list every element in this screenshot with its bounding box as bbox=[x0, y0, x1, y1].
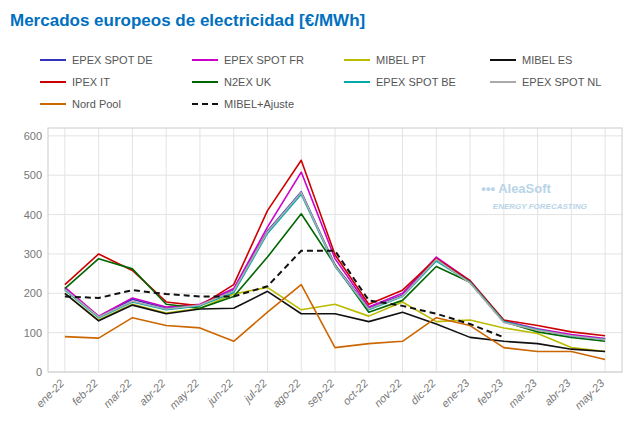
legend-swatch bbox=[490, 59, 516, 61]
grid-line-x bbox=[267, 128, 268, 372]
legend-label: Nord Pool bbox=[72, 98, 121, 110]
y-tick-label: 100 bbox=[24, 327, 42, 339]
legend: EPEX SPOT DE EPEX SPOT FR MIBEL PT MIBEL ES… bbox=[40, 54, 601, 110]
lines bbox=[65, 160, 605, 359]
x-tick-label: feb-23 bbox=[475, 376, 506, 407]
x-tick-label: feb-22 bbox=[70, 377, 101, 408]
y-tick-label: 500 bbox=[24, 169, 42, 181]
title: Mercados europeos de electricidad [€/MWh… bbox=[10, 11, 365, 30]
x-tick-label: mar-23 bbox=[506, 376, 540, 410]
grid-line-x bbox=[98, 128, 99, 372]
series-line bbox=[65, 214, 605, 342]
legend-label: IPEX IT bbox=[72, 76, 110, 88]
series-line bbox=[65, 287, 605, 351]
grid-line-x bbox=[233, 128, 234, 372]
grid-line-x bbox=[166, 128, 167, 372]
legend-label: N2EX UK bbox=[224, 76, 272, 88]
legend-label: MIBEL PT bbox=[376, 54, 426, 66]
legend-label: EPEX SPOT DE bbox=[72, 54, 153, 66]
series-line bbox=[65, 160, 605, 336]
legend-swatch bbox=[192, 81, 218, 83]
x-tick-label: jul-22 bbox=[240, 377, 269, 406]
x-tick-label: jun-22 bbox=[204, 377, 236, 409]
series-line bbox=[65, 285, 605, 360]
grid-line-x bbox=[132, 128, 133, 372]
x-tick-label: mar-22 bbox=[101, 377, 134, 410]
x-tick-label: may-23 bbox=[572, 376, 607, 411]
series-line bbox=[65, 251, 504, 338]
y-tick-label: 0 bbox=[36, 366, 42, 378]
y-tick-label: 200 bbox=[24, 287, 42, 299]
legend-swatch bbox=[344, 81, 370, 83]
x-tick-label: sep-22 bbox=[304, 377, 336, 409]
legend-label: MIBEL+Ajuste bbox=[224, 98, 294, 110]
chart: Mercados europeos de electricidad [€/MWh… bbox=[0, 0, 640, 444]
grid-line-x bbox=[503, 128, 504, 372]
series-line bbox=[65, 192, 605, 340]
x-tick-label: oct-22 bbox=[340, 377, 370, 407]
x-tick-label: dic-22 bbox=[408, 377, 438, 407]
legend-swatch bbox=[40, 59, 66, 61]
legend-label: MIBEL ES bbox=[522, 54, 572, 66]
legend-swatch bbox=[344, 59, 370, 61]
grid-line-x bbox=[402, 128, 403, 372]
grid-line-x bbox=[470, 128, 471, 372]
x-tick-label: abr-22 bbox=[137, 377, 168, 408]
y-tick-label: 600 bbox=[24, 130, 42, 142]
series-line bbox=[65, 193, 605, 340]
y-tick-label: 300 bbox=[24, 248, 42, 260]
plot-frame bbox=[48, 128, 622, 372]
grid-line-x bbox=[537, 128, 538, 372]
legend-swatch bbox=[192, 103, 218, 105]
y-tick-label: 400 bbox=[24, 209, 42, 221]
y-axis: 0 100 200 300 400 500 600 bbox=[24, 130, 42, 378]
x-tick-label: abr-23 bbox=[542, 376, 573, 407]
annotation: ENERGY FORECASTING bbox=[493, 202, 587, 211]
x-tick-label: ene-23 bbox=[439, 376, 472, 409]
legend-swatch bbox=[40, 81, 66, 83]
x-axis: ene-22feb-22mar-22abr-22may-22jun-22jul-… bbox=[34, 376, 608, 411]
x-tick-label: may-22 bbox=[167, 377, 201, 411]
legend-swatch bbox=[192, 59, 218, 61]
grid-line-x bbox=[335, 128, 336, 372]
legend-label: EPEX SPOT NL bbox=[522, 76, 601, 88]
grid bbox=[48, 128, 622, 372]
legend-label: EPEX SPOT BE bbox=[376, 76, 456, 88]
grid-line-x bbox=[64, 128, 65, 372]
x-tick-label: nov-22 bbox=[372, 377, 404, 409]
grid-line-x bbox=[368, 128, 369, 372]
grid-line-x bbox=[199, 128, 200, 372]
legend-label: EPEX SPOT FR bbox=[224, 54, 304, 66]
legend-swatch bbox=[490, 81, 516, 83]
x-tick-label: ago-22 bbox=[270, 377, 303, 410]
annotation: ••• AleaSoft bbox=[481, 181, 551, 196]
legend-swatch bbox=[40, 103, 66, 105]
x-tick-label: ene-22 bbox=[34, 377, 67, 410]
grid-line-x bbox=[436, 128, 437, 372]
